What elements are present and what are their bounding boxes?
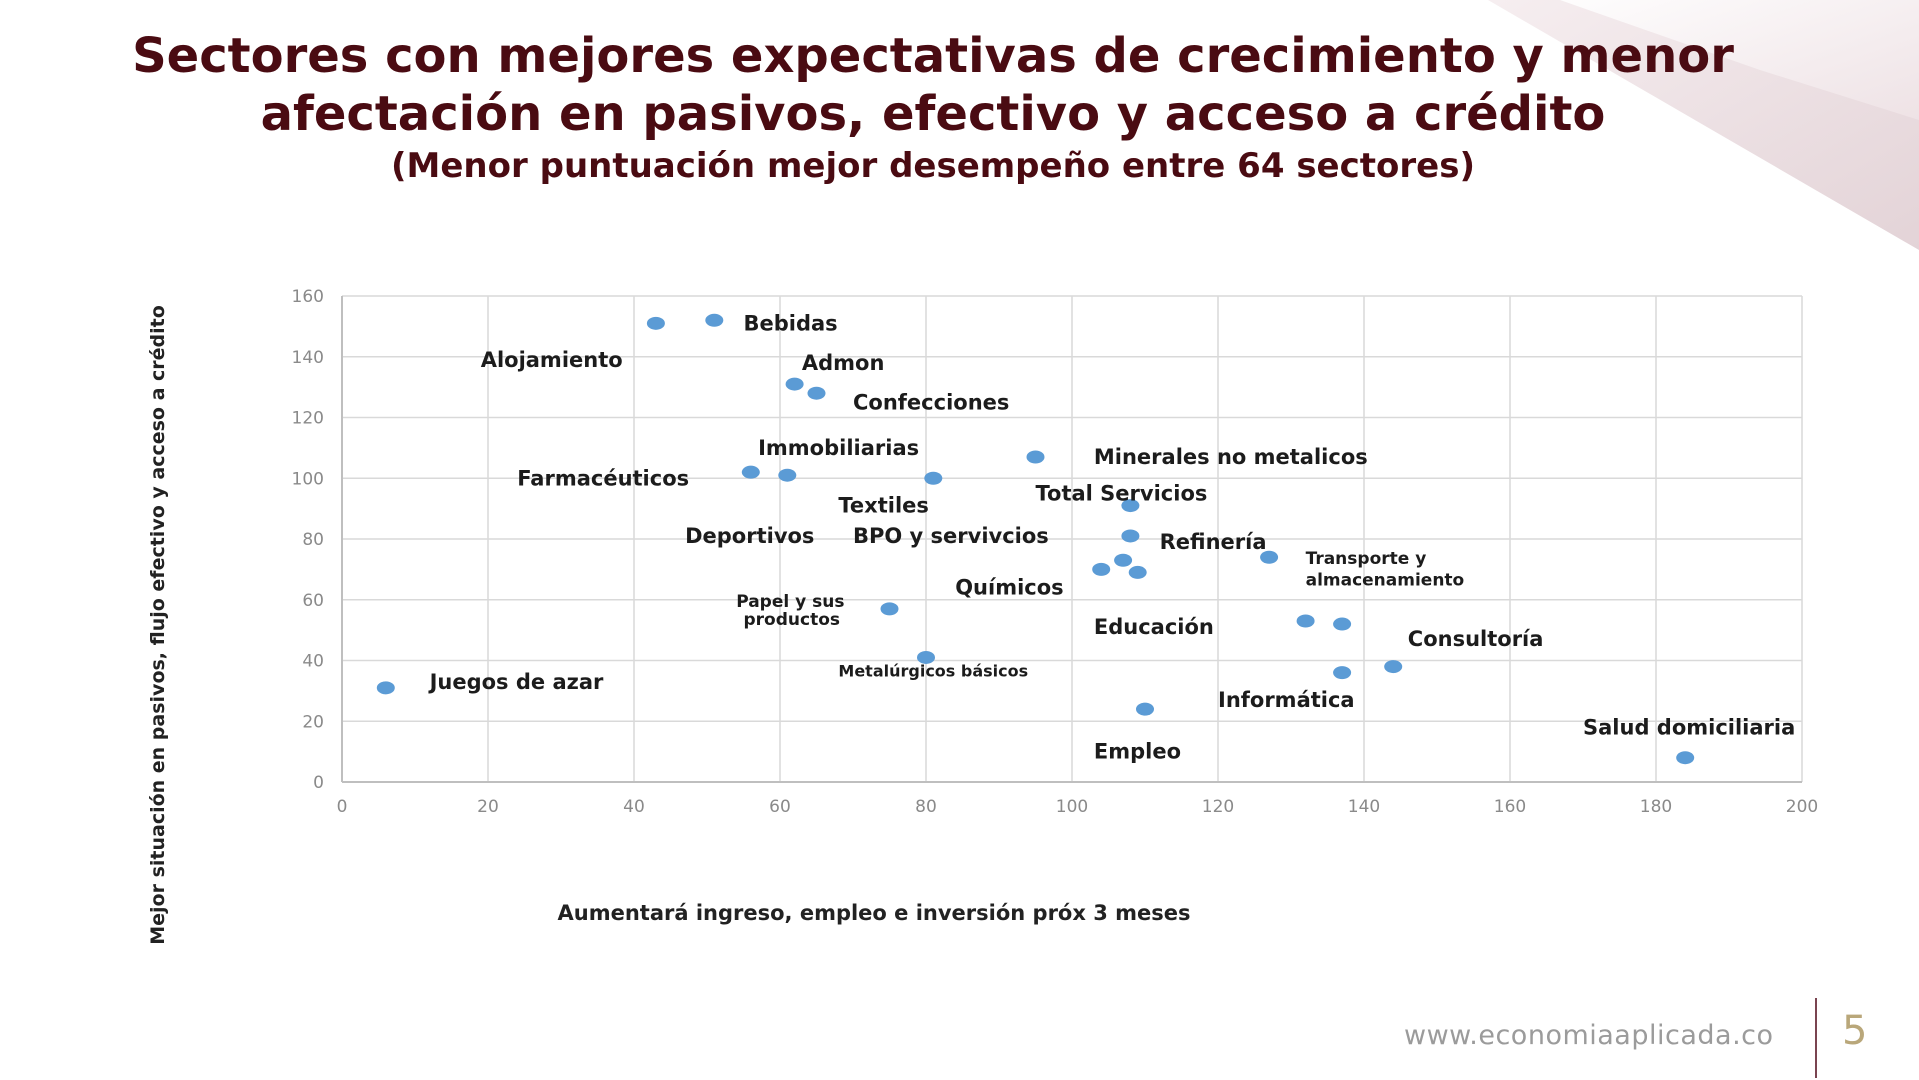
data-point xyxy=(807,386,826,400)
data-point xyxy=(1676,751,1695,765)
data-point xyxy=(741,465,760,479)
footer-divider xyxy=(1815,998,1817,1078)
data-point xyxy=(1026,450,1045,464)
point-label: Farmacéuticos xyxy=(517,466,689,490)
point-label: Químicos xyxy=(955,576,1063,600)
data-point xyxy=(880,602,899,616)
chart-ticks: 0 20 40 60 80 100 120 140 160 180 200 0 20 40 60 80 100 1… xyxy=(292,287,1819,817)
x-tick-label: 160 xyxy=(1494,797,1526,817)
chart-points xyxy=(376,313,1695,765)
data-point xyxy=(1121,529,1140,543)
chart-grid xyxy=(341,295,1803,783)
data-point xyxy=(778,468,797,482)
y-tick-label: 120 xyxy=(292,409,324,429)
slide-title-line-1: Sectores con mejores expectativas de cre… xyxy=(132,28,1734,84)
point-label: Salud domiciliaria xyxy=(1583,715,1795,739)
point-label: Deportivos xyxy=(685,524,814,548)
data-point xyxy=(1384,660,1403,674)
point-label: Confecciones xyxy=(853,390,1009,414)
slide-title-line-2: afectación en pasivos, efectivo y acceso… xyxy=(260,86,1606,142)
x-axis-title: Aumentará ingreso, empleo e inversión pr… xyxy=(558,901,1191,925)
point-label: Minerales no metalicos xyxy=(1094,445,1368,469)
y-axis-title: Mejor situación en pasivos, flujo efecti… xyxy=(147,305,169,945)
data-point xyxy=(785,377,804,391)
y-tick-label: 80 xyxy=(302,530,324,550)
data-point xyxy=(1121,499,1140,513)
data-point xyxy=(1296,614,1315,628)
page-number: 5 xyxy=(1842,1008,1868,1054)
y-tick-label: 20 xyxy=(302,712,324,732)
x-tick-label: 180 xyxy=(1640,797,1672,817)
x-tick-label: 80 xyxy=(915,797,937,817)
data-point xyxy=(1333,666,1352,680)
data-point xyxy=(1333,617,1352,631)
x-tick-label: 40 xyxy=(623,797,645,817)
x-tick-label: 60 xyxy=(769,797,791,817)
point-label: Immobiliarias xyxy=(758,436,919,460)
point-label: Total Servicios xyxy=(1036,481,1208,505)
point-label: almacenamiento xyxy=(1306,570,1465,590)
data-point xyxy=(646,316,665,330)
point-label: Metalúrgicos básicos xyxy=(838,662,1028,681)
data-point xyxy=(924,471,943,485)
slide-subtitle: (Menor puntuación mejor desempeño entre … xyxy=(391,146,1475,186)
data-point xyxy=(1260,550,1279,564)
y-tick-label: 140 xyxy=(292,348,324,368)
point-label: Textiles xyxy=(838,494,929,518)
x-tick-label: 20 xyxy=(477,797,499,817)
point-label: Juegos de azar xyxy=(428,670,604,694)
y-tick-label: 160 xyxy=(292,287,324,307)
data-point xyxy=(1092,562,1111,576)
x-tick-label: 140 xyxy=(1348,797,1380,817)
y-tick-label: 100 xyxy=(292,469,324,489)
footer-url: www.economiaaplicada.co xyxy=(1404,1020,1774,1051)
point-label: Refinería xyxy=(1160,530,1267,554)
data-point xyxy=(1136,702,1154,716)
point-label: BPO y servivcios xyxy=(853,524,1049,548)
data-point xyxy=(1128,565,1147,579)
data-point xyxy=(1114,553,1133,567)
y-tick-label: 60 xyxy=(302,591,324,611)
data-point xyxy=(917,650,935,664)
x-tick-label: 200 xyxy=(1786,797,1818,817)
point-label: Alojamiento xyxy=(481,348,623,372)
data-point xyxy=(376,681,395,695)
x-tick-label: 0 xyxy=(337,797,348,817)
x-tick-label: 100 xyxy=(1056,797,1088,817)
y-tick-label: 40 xyxy=(302,652,324,672)
point-label: productos xyxy=(744,610,841,630)
point-label: Admon xyxy=(802,351,885,375)
chart-point-labels: Bebidas Alojamiento Admon Confecciones Immob… xyxy=(428,311,1796,763)
x-tick-label: 120 xyxy=(1202,797,1234,817)
point-label: Bebidas xyxy=(744,311,838,335)
point-label: Papel y sus xyxy=(736,592,844,612)
y-tick-label: 0 xyxy=(313,773,324,793)
data-point xyxy=(705,313,724,327)
point-label: Empleo xyxy=(1094,740,1181,764)
point-label: Transporte y xyxy=(1306,549,1427,569)
point-label: Educación xyxy=(1094,615,1214,639)
point-label: Informática xyxy=(1218,688,1355,712)
point-label: Consultoría xyxy=(1408,627,1544,651)
